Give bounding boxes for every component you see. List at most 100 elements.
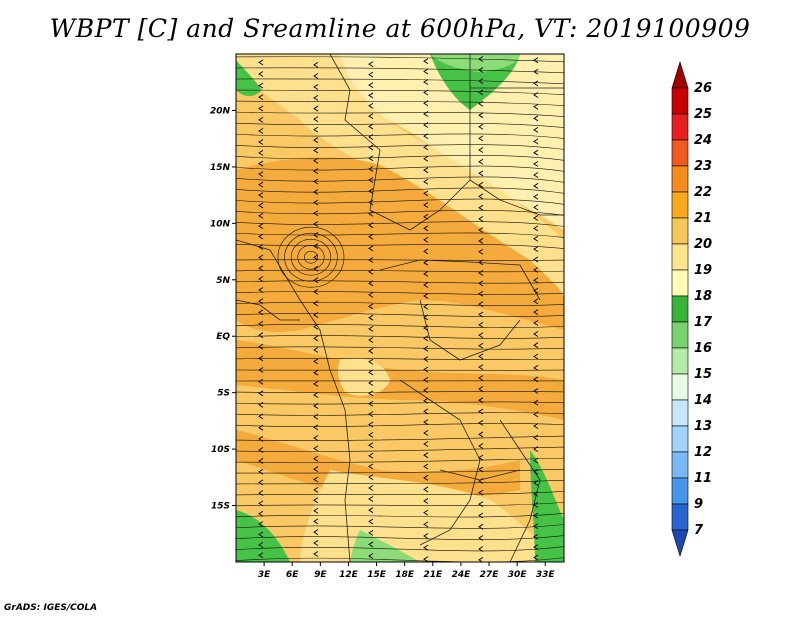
streamline-arrow [423,293,429,299]
streamline-arrow [258,254,264,261]
lat-label: 5N [216,276,230,286]
streamline-arrow [258,490,264,496]
streamline-arrow [368,268,374,275]
streamline-arrow [258,413,264,420]
streamline-arrow [478,227,484,233]
streamline-arrow [478,386,484,392]
colorbar-swatch [671,529,689,558]
streamline-arrow [478,204,484,211]
contour-orange-south-band-2 [236,430,520,499]
streamline-arrow [533,138,539,145]
streamline-arrow [533,277,539,284]
streamline-arrow [423,419,429,426]
streamline-arrow [533,246,539,253]
streamline-arrow [313,466,319,473]
streamline-arrow [478,466,484,473]
streamline-arrow [423,79,429,85]
streamline-arrow [313,346,319,353]
streamline-38 [236,479,564,485]
swirl-ring [284,232,338,282]
streamline-arrow [423,387,429,394]
streamline-arrow [368,188,374,194]
streamline-arrow [368,541,374,548]
streamline-arrow [478,259,484,266]
streamline-arrow [478,193,484,200]
streamline-arrow [423,498,429,504]
streamline-arrow [313,476,319,483]
streamline-arrow [368,337,374,343]
streamline-40 [236,502,564,507]
streamline-24 [236,324,564,328]
streamline-14 [236,210,564,216]
streamline-7 [236,133,564,139]
streamline-arrow [423,345,429,352]
streamline-arrow [313,221,319,227]
streamline-arrow [533,376,539,383]
colorbar-label: 14 [694,393,712,408]
streamline-arrow [258,160,264,167]
lon-label: 30E [508,570,528,580]
streamline-arrow [368,530,374,536]
streamline-arrow [368,369,374,376]
streamline-2 [236,78,564,85]
streamline-arrow [533,287,539,294]
streamline-30 [236,391,564,393]
swirl-ring [277,226,345,288]
streamline-arrow [478,478,484,484]
lat-label: 10S [211,445,230,455]
streamline-arrow [423,356,429,363]
streamline-arrow [258,276,264,282]
chart-title: WBPT [C] and Sreamline at 600hPa, VT: 20… [49,14,751,43]
streamline-arrow [478,56,484,62]
colorbar-swatch [671,477,689,505]
streamline-arrow [368,71,374,78]
colorbar-label: 21 [694,211,712,226]
colorbar-swatch [671,425,689,453]
streamline-arrow [478,89,484,96]
streamline-arrow [533,457,539,464]
streamline-arrow [478,431,484,438]
streamline-arrow [423,486,429,493]
streamline-arrow [423,111,429,117]
streamline-23 [236,312,564,318]
streamline-arrow [533,544,539,551]
streamline-arrow [478,112,484,119]
lon-label: 12E [339,570,359,580]
streamline-arrow [533,115,539,122]
streamline-arrow [478,443,484,449]
streamline-6 [236,122,564,128]
lon-label: 21E [423,570,443,580]
streamline-arrow [533,554,539,561]
streamline-arrow [258,265,264,272]
lon-label: 24E [452,570,472,580]
streamline-arrow [533,68,539,75]
streamline-arrow [313,445,319,452]
streamline-arrow [533,92,539,98]
streamline-arrow [368,326,374,332]
contour-green-s-mid [350,530,420,562]
streamline-arrow [313,157,319,164]
streamline-arrow [478,420,484,426]
streamline-arrow [258,390,264,397]
streamline-arrow [313,540,319,546]
streamline-arrow [533,353,539,360]
colorbar-swatch [671,217,689,245]
streamline-arrow [313,254,319,261]
streamline-arrow [533,501,539,508]
streamline-arrow [313,277,319,284]
streamline-arrow [313,358,319,365]
streamline-arrow [368,144,374,151]
streamline-arrow [423,178,429,185]
border-4 [379,259,541,301]
streamline-arrow [478,301,484,308]
streamline-arrow [368,358,374,365]
streamline-arrow [478,181,484,188]
lon-label: 27E [480,570,500,580]
lon-label: 9E [314,570,327,580]
lat-label: 10N [210,219,231,229]
contour-green-nw [236,60,262,97]
streamline-arrow [423,397,429,404]
streamline-arrow [478,147,484,153]
streamline-17 [236,243,564,249]
streamline-arrow [313,105,319,112]
